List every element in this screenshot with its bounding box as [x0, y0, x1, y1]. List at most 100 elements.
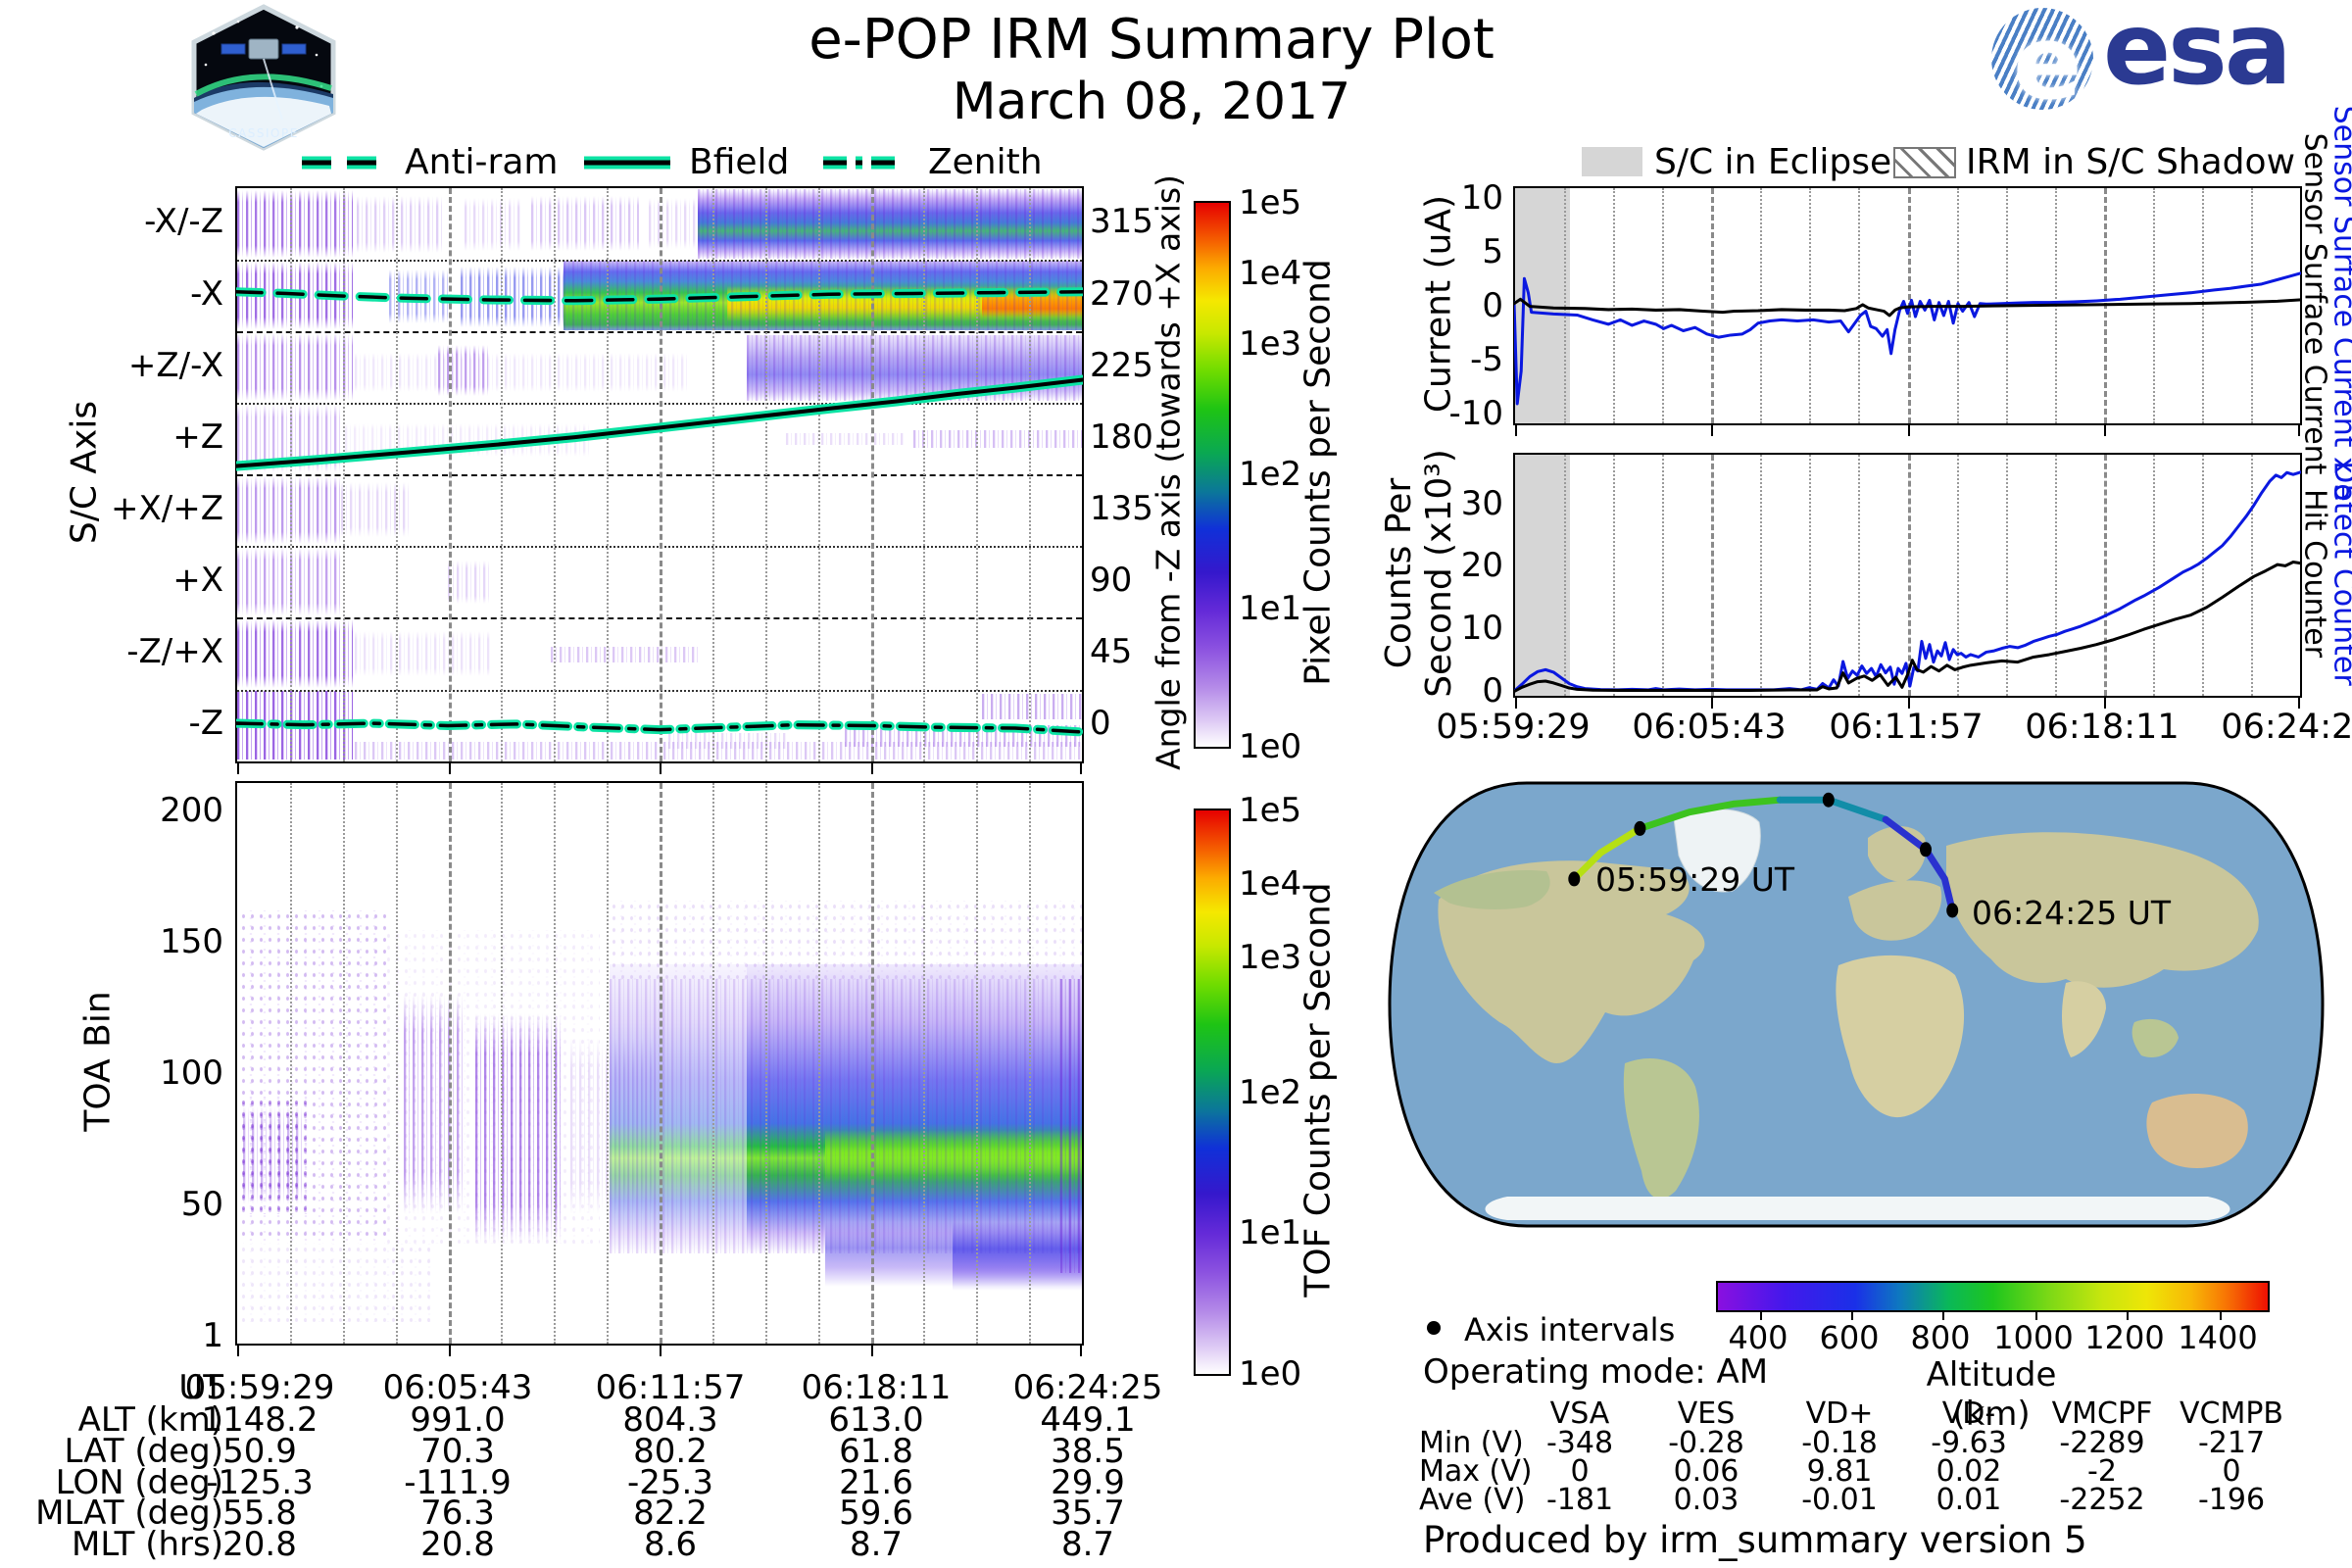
- cell: 20.8: [420, 1525, 495, 1564]
- eclipse-region: [1515, 455, 1570, 696]
- gridline: [1613, 455, 1616, 696]
- heatmap-region: [237, 333, 353, 401]
- gridline: [2103, 455, 2107, 696]
- series-track 991-870 km: [1636, 796, 1784, 832]
- heatmap-region: [1060, 979, 1082, 1273]
- axis-interval-dot: [1568, 871, 1581, 887]
- time-tick: 06:11:57: [595, 1368, 746, 1407]
- legend-zenith-label: Zenith: [928, 142, 1043, 182]
- map-continents: [1434, 808, 2259, 1220]
- cell: -2289: [2059, 1426, 2145, 1460]
- cell: 0.03: [1673, 1483, 1740, 1517]
- ytick: -5: [1470, 340, 1503, 379]
- gridline: [817, 188, 820, 761]
- gridline: [395, 188, 398, 761]
- gridline: [2201, 455, 2204, 696]
- ytick: 0: [1482, 671, 1503, 710]
- ytick: 20: [1460, 546, 1503, 585]
- gridline: [342, 783, 345, 1344]
- heatmap-region: [747, 964, 1082, 1253]
- legend-irm-shadow-label: IRM in S/C Shadow: [1966, 142, 2296, 182]
- gridline: [554, 188, 557, 761]
- band-label: -Z: [188, 704, 223, 743]
- cb-tick: 1e5: [1239, 183, 1302, 222]
- axis-interval-dot-icon: [1427, 1321, 1441, 1335]
- axis-interval-dot: [1822, 792, 1835, 808]
- anti-ram-line-sample-icon: [302, 156, 378, 170]
- alt-tick: 600: [1819, 1319, 1880, 1356]
- angle-tick: 315: [1090, 202, 1153, 241]
- legend-antiram-label: Anti-ram: [405, 142, 559, 182]
- ytick: 30: [1460, 484, 1503, 523]
- patch-title: CASSIOPE: [228, 126, 299, 140]
- toa-tick: 150: [160, 922, 223, 961]
- gridline: [2250, 188, 2253, 423]
- cell: 613.0: [828, 1400, 924, 1440]
- heatmap-region: [475, 1013, 564, 1244]
- gridline: [1907, 455, 1911, 696]
- series-Anti-ram: [236, 290, 1083, 303]
- heatmap-region: [610, 964, 747, 1253]
- ephemeris-row: ALT (km) 1148.2 991.0 804.3 613.0 449.1: [0, 1400, 1470, 1440]
- band-label: -Z/+X: [126, 632, 223, 671]
- time-tick: 06:05:43: [1632, 708, 1787, 747]
- cb-tick: 1e3: [1239, 324, 1302, 364]
- series-Hit Counter: [1514, 560, 2301, 694]
- heatmap-region: [237, 619, 353, 688]
- alt-tick: 1000: [1993, 1319, 2074, 1356]
- gridline: [1809, 455, 1812, 696]
- gridline: [1711, 188, 1715, 423]
- ephemeris-row: LON (deg) -125.3 -111.9 -25.3 21.6 29.9: [0, 1463, 1470, 1502]
- cell: 0.01: [1936, 1483, 2002, 1517]
- gridline: [607, 188, 610, 761]
- cell: -9.63: [1931, 1426, 2007, 1460]
- band-label: +Z: [172, 417, 223, 457]
- gridline: [1809, 188, 1812, 423]
- toa-heatmap-panel: [235, 781, 1084, 1356]
- ytick: 5: [1482, 232, 1503, 271]
- heatmap-region: [243, 1106, 302, 1204]
- gridline: [607, 783, 610, 1344]
- gridline: [1613, 188, 1616, 423]
- pixel-counts-colorbar: [1194, 201, 1231, 749]
- col-header: VSA: [1549, 1396, 1610, 1431]
- counts-right-label-blue: Detect Counter: [2327, 461, 2352, 686]
- voltage-row: Min (V) -348 -0.28 -0.18 -9.63 -2289 -21…: [1419, 1426, 2301, 1460]
- cb-tick: 1e0: [1239, 1354, 1302, 1394]
- bfield-line-sample-icon: [584, 156, 670, 170]
- world-map: [1388, 781, 2325, 1228]
- band-label: -X/-Z: [144, 202, 223, 241]
- cell: -0.01: [1801, 1483, 1878, 1517]
- heatmap-region: [438, 345, 489, 396]
- sc-axis-ylabel: S/C Axis: [64, 400, 105, 545]
- angle-tick: 225: [1090, 346, 1153, 385]
- col-header: VCMPB: [2179, 1396, 2284, 1431]
- heatmap-region: [531, 196, 639, 251]
- heatmap-region: [913, 430, 1082, 448]
- gridline: [1564, 455, 1567, 696]
- gridline: [2005, 455, 2008, 696]
- cell: -2: [2087, 1454, 2117, 1489]
- sc-axis-heatmap-panel: [235, 186, 1084, 774]
- heatmap-region: [237, 190, 353, 258]
- cassiope-mission-patch: CASSIOPE: [191, 4, 336, 151]
- gridline: [660, 188, 662, 761]
- cell: 8.7: [849, 1525, 904, 1564]
- gridline: [711, 188, 714, 761]
- gridline: [1564, 188, 1567, 423]
- ephemeris-row: LAT (deg) 50.9 70.3 80.2 61.8 38.5: [0, 1432, 1470, 1471]
- cb-tick: 1e4: [1239, 864, 1302, 904]
- gridline: [289, 188, 292, 761]
- cell: 61.8: [839, 1432, 913, 1471]
- heatmap-region: [355, 631, 492, 676]
- ytick: 0: [1482, 286, 1503, 325]
- cell: -0.18: [1801, 1426, 1878, 1460]
- cell: 76.3: [420, 1494, 495, 1533]
- gridline: [2152, 188, 2155, 423]
- cb-tick: 1e1: [1239, 1213, 1302, 1252]
- altitude-bar-label: Altitude (km): [1926, 1355, 2057, 1434]
- angle-tick: 135: [1090, 489, 1153, 528]
- gridline: [817, 783, 820, 1344]
- axis-interval-dot: [1920, 842, 1932, 858]
